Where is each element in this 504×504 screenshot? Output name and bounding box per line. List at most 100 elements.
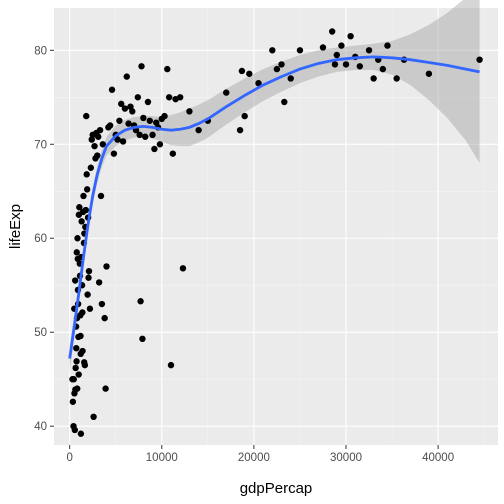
data-point bbox=[72, 364, 79, 372]
y-tick-label: 60 bbox=[34, 233, 47, 245]
data-point bbox=[338, 42, 345, 49]
data-point bbox=[393, 75, 400, 82]
data-point bbox=[177, 94, 184, 101]
data-point bbox=[195, 126, 202, 134]
data-point bbox=[76, 204, 83, 211]
data-point bbox=[85, 274, 92, 281]
data-point bbox=[121, 105, 129, 112]
data-point bbox=[71, 426, 79, 434]
smooth-fit-line bbox=[68, 55, 480, 359]
major-gridlines bbox=[54, 8, 498, 445]
data-point bbox=[73, 358, 80, 365]
data-point bbox=[71, 277, 79, 284]
data-point bbox=[241, 112, 248, 120]
data-point bbox=[136, 131, 143, 139]
data-point bbox=[83, 171, 90, 178]
data-point bbox=[333, 51, 340, 59]
data-point bbox=[287, 75, 294, 82]
data-point bbox=[151, 145, 158, 153]
data-point bbox=[103, 263, 110, 270]
data-point bbox=[140, 114, 147, 122]
data-point bbox=[94, 152, 101, 159]
data-point bbox=[331, 61, 339, 68]
data-point bbox=[238, 67, 246, 75]
data-point bbox=[365, 47, 373, 54]
data-point bbox=[281, 98, 288, 106]
data-point bbox=[77, 332, 84, 340]
data-point bbox=[273, 65, 281, 73]
data-point bbox=[425, 70, 433, 77]
data-point bbox=[179, 265, 187, 272]
data-point bbox=[236, 126, 244, 134]
data-point bbox=[149, 131, 156, 139]
data-point bbox=[102, 385, 109, 392]
data-point bbox=[78, 218, 85, 225]
data-point bbox=[370, 75, 377, 82]
data-point bbox=[116, 117, 123, 124]
data-point bbox=[70, 376, 78, 383]
data-point bbox=[69, 398, 77, 405]
data-point bbox=[137, 298, 144, 305]
y-axis-title: lifeExp bbox=[7, 204, 24, 249]
data-point bbox=[296, 47, 304, 54]
data-point bbox=[79, 347, 86, 355]
data-point bbox=[278, 61, 285, 68]
data-point bbox=[347, 32, 354, 40]
x-axis-title: gdpPercap bbox=[240, 480, 313, 497]
data-point bbox=[75, 371, 82, 378]
data-point bbox=[110, 150, 118, 157]
data-point bbox=[123, 73, 130, 80]
data-point bbox=[90, 413, 97, 421]
data-point bbox=[83, 186, 91, 193]
data-point bbox=[73, 249, 80, 256]
y-tick-label: 80 bbox=[34, 45, 47, 57]
confidence-band bbox=[69, 0, 480, 372]
data-point bbox=[74, 385, 81, 392]
data-point bbox=[114, 136, 121, 143]
data-point bbox=[81, 361, 89, 369]
data-point bbox=[146, 117, 153, 124]
data-point bbox=[255, 79, 262, 87]
data-point bbox=[328, 28, 336, 35]
data-point bbox=[74, 235, 81, 242]
data-point bbox=[129, 108, 136, 115]
data-point bbox=[108, 86, 116, 93]
data-point bbox=[87, 164, 95, 171]
data-point bbox=[165, 94, 173, 101]
data-point bbox=[186, 108, 193, 115]
data-point bbox=[119, 138, 127, 145]
x-tick-label: 10000 bbox=[146, 452, 178, 464]
minor-gridlines bbox=[54, 8, 498, 445]
data-point bbox=[379, 65, 387, 73]
data-point bbox=[142, 133, 149, 140]
data-point bbox=[80, 192, 87, 200]
data-point bbox=[134, 94, 142, 101]
data-point bbox=[269, 47, 276, 54]
data-point bbox=[83, 112, 90, 120]
data-point bbox=[96, 126, 104, 134]
data-point bbox=[79, 309, 86, 316]
data-point bbox=[77, 430, 85, 437]
y-tick-label: 40 bbox=[34, 421, 47, 433]
data-point bbox=[139, 335, 146, 342]
data-point bbox=[97, 192, 105, 200]
data-point bbox=[167, 361, 175, 369]
data-point bbox=[106, 122, 114, 129]
data-point bbox=[161, 112, 168, 120]
data-point bbox=[476, 56, 483, 63]
data-point bbox=[95, 279, 103, 286]
data-point bbox=[342, 61, 350, 68]
data-point bbox=[169, 150, 177, 157]
data-point bbox=[99, 141, 107, 148]
data-point bbox=[91, 142, 98, 150]
data-point bbox=[73, 345, 80, 352]
data-point bbox=[86, 305, 94, 312]
data-point bbox=[84, 291, 91, 298]
data-point bbox=[356, 63, 364, 70]
data-point bbox=[319, 44, 327, 51]
data-point bbox=[95, 133, 102, 140]
data-point bbox=[98, 300, 106, 308]
data-point bbox=[144, 98, 152, 106]
x-tick-label: 0 bbox=[66, 452, 72, 464]
data-point bbox=[118, 100, 125, 108]
